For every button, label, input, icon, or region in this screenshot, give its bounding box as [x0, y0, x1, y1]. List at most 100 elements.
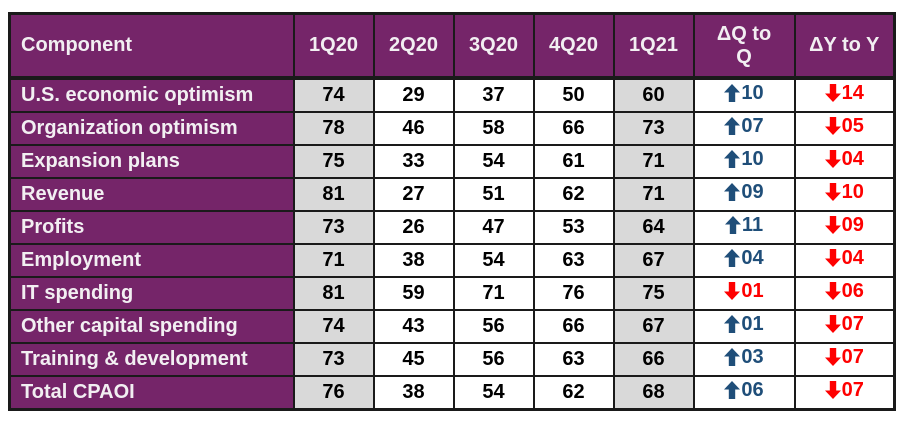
- component-label: IT spending: [8, 276, 295, 311]
- down-arrow-icon: [824, 150, 841, 168]
- header-component: Component: [8, 12, 295, 80]
- cpaoi-table: Component 1Q20 2Q20 3Q20 4Q20 1Q21 ΔQ to…: [8, 12, 896, 411]
- cell-4q20: 62: [532, 375, 615, 411]
- table-row: Organization optimism 78 46 58 66 73 07 …: [8, 111, 896, 146]
- cell-yoy-delta: 09: [793, 210, 896, 245]
- cell-yoy-delta: 04: [793, 243, 896, 278]
- cell-2q20: 33: [372, 144, 455, 179]
- delta-number: 11: [741, 214, 764, 236]
- delta-value: 10: [724, 148, 764, 170]
- cell-2q20: 26: [372, 210, 455, 245]
- delta-number: 14: [841, 82, 864, 104]
- cell-qoq-delta: 03: [692, 342, 796, 377]
- header-1q20: 1Q20: [292, 12, 375, 80]
- cell-4q20: 61: [532, 144, 615, 179]
- down-arrow-icon: [824, 84, 841, 102]
- cell-1q21: 73: [612, 111, 695, 146]
- cell-qoq-delta: 01: [692, 276, 796, 311]
- delta-number: 07: [841, 346, 864, 368]
- cell-1q21: 68: [612, 375, 695, 411]
- cell-2q20: 27: [372, 177, 455, 212]
- cell-3q20: 54: [452, 144, 535, 179]
- header-3q20: 3Q20: [452, 12, 535, 80]
- component-label: Other capital spending: [8, 309, 295, 344]
- table-row: Training & development 73 45 56 63 66 03…: [8, 342, 896, 377]
- cell-3q20: 58: [452, 111, 535, 146]
- delta-number: 06: [841, 280, 864, 302]
- component-label: U.S. economic optimism: [8, 77, 295, 113]
- delta-number: 10: [741, 148, 764, 170]
- delta-number: 07: [741, 115, 764, 137]
- delta-value: 03: [724, 346, 764, 368]
- header-1q21: 1Q21: [612, 12, 695, 80]
- component-label: Total CPAOI: [8, 375, 295, 411]
- cell-qoq-delta: 04: [692, 243, 796, 278]
- down-arrow-icon: [724, 282, 741, 300]
- cell-1q20: 76: [292, 375, 375, 411]
- cell-qoq-delta: 10: [692, 77, 796, 113]
- delta-number: 06: [741, 379, 764, 401]
- delta-number: 01: [741, 280, 764, 302]
- cell-4q20: 76: [532, 276, 615, 311]
- cell-1q20: 74: [292, 77, 375, 113]
- table-row: Employment 71 38 54 63 67 04 04: [8, 243, 896, 278]
- delta-number: 09: [841, 214, 864, 236]
- down-arrow-icon: [824, 183, 841, 201]
- delta-value: 10: [724, 83, 764, 103]
- cell-qoq-delta: 07: [692, 111, 796, 146]
- cell-3q20: 47: [452, 210, 535, 245]
- up-arrow-icon: [724, 216, 741, 234]
- cell-yoy-delta: 07: [793, 309, 896, 344]
- cell-1q20: 71: [292, 243, 375, 278]
- cell-yoy-delta: 04: [793, 144, 896, 179]
- cell-2q20: 38: [372, 243, 455, 278]
- cell-yoy-delta: 05: [793, 111, 896, 146]
- delta-value: 14: [824, 82, 864, 104]
- cell-yoy-delta: 07: [793, 375, 896, 411]
- cell-3q20: 51: [452, 177, 535, 212]
- delta-value: 07: [824, 346, 864, 368]
- cell-yoy-delta: 06: [793, 276, 896, 311]
- header-yoy-delta: ΔY to Y: [793, 12, 896, 80]
- delta-value: 05: [824, 116, 864, 136]
- cell-3q20: 54: [452, 375, 535, 411]
- cell-yoy-delta: 14: [793, 77, 896, 113]
- down-arrow-icon: [824, 381, 841, 399]
- cell-2q20: 29: [372, 77, 455, 113]
- up-arrow-icon: [724, 150, 741, 168]
- component-label: Expansion plans: [8, 144, 295, 179]
- table-row: IT spending 81 59 71 76 75 01 06: [8, 276, 896, 311]
- delta-number: 04: [841, 247, 864, 269]
- cell-4q20: 66: [532, 309, 615, 344]
- cell-3q20: 71: [452, 276, 535, 311]
- component-label: Employment: [8, 243, 295, 278]
- delta-value: 11: [724, 214, 764, 236]
- down-arrow-icon: [824, 315, 841, 333]
- delta-value: 06: [824, 280, 864, 302]
- cell-1q20: 78: [292, 111, 375, 146]
- up-arrow-icon: [724, 183, 741, 201]
- cell-4q20: 63: [532, 243, 615, 278]
- cell-qoq-delta: 09: [692, 177, 796, 212]
- cell-1q20: 75: [292, 144, 375, 179]
- delta-value: 01: [724, 314, 764, 334]
- cell-1q21: 71: [612, 177, 695, 212]
- up-arrow-icon: [724, 117, 741, 135]
- delta-number: 10: [841, 181, 864, 203]
- delta-value: 07: [824, 380, 864, 400]
- delta-value: 09: [824, 214, 864, 236]
- table-row: Profits 73 26 47 53 64 11 09: [8, 210, 896, 245]
- table-row: Other capital spending 74 43 56 66 67 01…: [8, 309, 896, 344]
- up-arrow-icon: [724, 315, 741, 333]
- up-arrow-icon: [724, 84, 741, 102]
- header-2q20: 2Q20: [372, 12, 455, 80]
- delta-number: 03: [741, 346, 764, 368]
- down-arrow-icon: [824, 249, 841, 267]
- cell-1q21: 75: [612, 276, 695, 311]
- cell-1q20: 81: [292, 177, 375, 212]
- cell-1q21: 67: [612, 309, 695, 344]
- component-label: Profits: [8, 210, 295, 245]
- cell-1q21: 66: [612, 342, 695, 377]
- cell-3q20: 56: [452, 309, 535, 344]
- delta-number: 04: [841, 148, 864, 170]
